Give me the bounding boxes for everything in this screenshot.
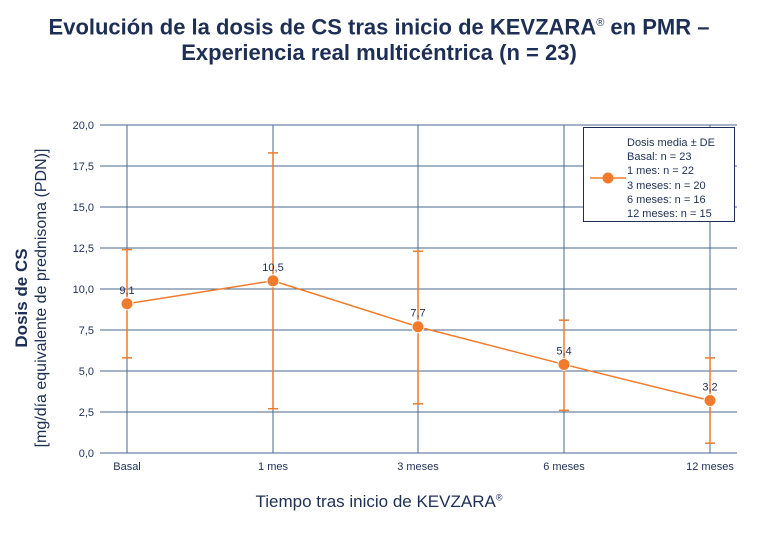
data-point <box>120 297 134 311</box>
legend-title: Dosis media ± DE <box>627 137 715 149</box>
x-tick-label: 3 meses <box>397 461 439 473</box>
y-tick-label: 10,0 <box>73 284 94 296</box>
y-tick-labels: 0,0 2,5 5,0 7,5 10,0 12,5 15,0 17,5 20,0 <box>73 120 94 460</box>
y-tick-label: 17,5 <box>73 161 94 173</box>
x-tick-label: Basal <box>113 461 141 473</box>
data-label: 5,4 <box>556 345 571 357</box>
x-tick-label: 6 meses <box>543 461 585 473</box>
data-point <box>266 274 280 288</box>
legend-row: 1 mes: n = 22 <box>627 165 694 178</box>
legend-row: 12 meses: n = 15 <box>627 208 712 221</box>
y-tick-label: 15,0 <box>73 202 94 214</box>
data-point <box>557 357 571 371</box>
y-tick-label: 7,5 <box>79 325 94 337</box>
data-label: 9,1 <box>119 285 134 297</box>
legend-row: Basal: n = 23 <box>627 151 692 164</box>
y-axis-title: Dosis de CS <box>12 248 31 347</box>
y-tick-label: 20,0 <box>73 120 94 132</box>
chart-title-line1: Evolución de la dosis de CS tras inicio … <box>48 14 710 40</box>
x-tick-label: 1 mes <box>258 461 288 473</box>
legend-row: 3 meses: n = 20 <box>627 179 706 192</box>
chart-title-line2: Experiencia real multicéntrica (n = 23) <box>181 40 577 65</box>
data-label: 3,2 <box>702 382 717 394</box>
data-label: 7,7 <box>410 308 425 320</box>
y-tick-label: 5,0 <box>79 366 94 378</box>
data-points <box>120 274 717 408</box>
data-label: 10,5 <box>262 262 283 274</box>
legend-row: 6 meses: n = 16 <box>627 193 706 206</box>
legend-marker-icon <box>590 172 626 184</box>
y-tick-label: 12,5 <box>73 243 94 255</box>
data-point <box>411 320 425 334</box>
x-tick-label: 12 meses <box>686 461 734 473</box>
data-point <box>703 394 717 408</box>
data-labels: 9,1 10,5 7,7 5,4 3,2 <box>119 262 717 394</box>
y-tick-label: 2,5 <box>79 407 94 419</box>
y-axis-subtitle: [mg/día equivalente de prednisona (PDN)] <box>33 149 50 448</box>
x-axis-title: Tiempo tras inicio de KEVZARA® <box>255 492 503 511</box>
x-tick-labels: Basal 1 mes 3 meses 6 meses 12 meses <box>113 461 734 473</box>
y-tick-label: 0,0 <box>79 448 94 460</box>
legend: Dosis media ± DE Basal: n = 23 1 mes: n … <box>583 127 735 222</box>
